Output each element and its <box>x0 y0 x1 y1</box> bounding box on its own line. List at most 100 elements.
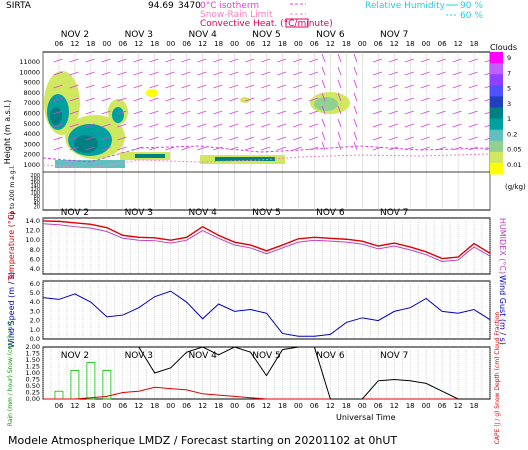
wind-arrow <box>277 123 287 128</box>
wind-arrow <box>436 136 446 141</box>
wind-arrow <box>117 84 127 89</box>
wind-arrow <box>261 136 271 141</box>
wind-arrow <box>308 123 319 128</box>
hour-tick-label: 00 <box>102 40 111 48</box>
hour-tick-label: 18 <box>150 402 159 410</box>
cloud-blob-f <box>240 97 250 103</box>
hour-tick-label: 00 <box>230 402 239 410</box>
wind-arrow <box>229 136 239 141</box>
day-label: NOV 3 <box>125 208 153 218</box>
hour-tick-label: 18 <box>278 402 287 410</box>
wind-arrow <box>353 131 358 141</box>
wind-arrows <box>53 53 494 151</box>
wind-arrow <box>436 146 446 151</box>
hour-tick-label: 06 <box>374 402 383 410</box>
cloud-blob-e-core <box>314 97 338 111</box>
day-label: NOV 7 <box>380 30 408 40</box>
hour-tick-label: 06 <box>118 402 127 410</box>
wind-arrow <box>468 123 478 128</box>
precip-series <box>43 346 490 400</box>
wind-arrow <box>468 97 478 102</box>
wind-arrow <box>229 58 239 63</box>
wind-arrow <box>165 110 175 115</box>
colorbar-label: 0.05 <box>507 146 521 154</box>
wind-arrow <box>245 71 255 76</box>
height-tick-label: 3000 <box>23 140 40 148</box>
colorbar-label: 7 <box>507 69 511 77</box>
hour-tick-label: 12 <box>326 40 335 48</box>
wind-arrow <box>321 66 326 76</box>
cloud-colorbar: 9 7 5 3 1 0.2 0.05 0.01 <box>490 52 521 175</box>
hour-tick-label: 06 <box>310 402 319 410</box>
wind-arrow <box>117 110 127 115</box>
y-tick-label: 1.50 <box>26 356 40 364</box>
height-ticks: 11000 10000 9000 8000 7000 6000 5000 4000 3000 20… <box>19 58 40 211</box>
wind-arrow <box>181 58 191 63</box>
wind-arrow <box>245 58 255 63</box>
wind-arrow <box>197 123 207 128</box>
cloud-legend: Clouds 9 7 5 3 1 0.2 0.05 0.01 (g/kg) <box>490 43 526 191</box>
height-tick-label: 8000 <box>23 89 40 97</box>
day-label: NOV 4 <box>188 30 217 40</box>
wind-arrow <box>149 58 159 63</box>
wind-arrow <box>101 110 111 115</box>
wind-arrow <box>165 71 175 76</box>
wind-arrow <box>53 123 63 128</box>
colorbar-swatch <box>490 118 503 131</box>
wind-arrow <box>420 84 430 89</box>
wind-arrow <box>321 92 326 102</box>
cloud-band-c <box>55 160 125 168</box>
wind-arrow <box>388 146 399 151</box>
hour-tick-label: 00 <box>422 40 431 48</box>
wind-arrow <box>181 123 191 128</box>
y-tick-label: 10.0 <box>26 236 40 244</box>
wind-arrow <box>308 146 319 151</box>
colorbar-swatch <box>490 52 503 64</box>
wind-arrow <box>213 123 223 128</box>
wind-arrow <box>404 110 414 115</box>
series-line-wind-speed <box>42 290 491 337</box>
day-label: NOV 5 <box>252 30 280 40</box>
wind-arrow <box>292 84 303 89</box>
wind-arrow <box>229 146 239 151</box>
wind-arrow <box>321 53 326 63</box>
wind-arrow <box>372 123 383 128</box>
colorbar-swatch <box>490 107 503 120</box>
wind-arrow <box>53 71 63 76</box>
wind-arrow <box>372 97 383 102</box>
wind-arrow <box>213 136 223 141</box>
wind-arrow <box>308 58 319 63</box>
station-name: SIRTA <box>6 1 32 11</box>
wind-ylabel: Wind Speed (m / s) <box>7 272 16 348</box>
wind-arrow <box>53 97 63 102</box>
hour-tick-label: 06 <box>310 40 319 48</box>
y-tick-label: 0.00 <box>26 395 40 403</box>
wind-arrow <box>321 131 326 141</box>
wind-arrow <box>292 58 303 63</box>
hour-tick-label: 06 <box>118 40 127 48</box>
hour-tick-label: 06 <box>55 402 64 410</box>
wind-arrow <box>388 58 399 63</box>
humidex-label: HUMIDEX (°C) <box>498 218 507 274</box>
hour-tick-label: 18 <box>214 402 223 410</box>
legend-convective-swatch <box>285 18 309 28</box>
wind-arrow <box>353 118 358 128</box>
wind-arrow <box>197 84 207 89</box>
hour-tick-label: 18 <box>86 402 95 410</box>
wind-arrow <box>117 123 127 128</box>
y-tick-label: 4.0 <box>30 265 40 273</box>
cloud-panel: 11000 10000 9000 8000 7000 6000 5000 4000 3000 20… <box>3 51 494 219</box>
wind-arrow <box>229 84 239 89</box>
wind-arrow <box>372 71 383 76</box>
hour-tick-label: 18 <box>470 402 479 410</box>
y-tick-label: 1.0 <box>30 326 40 334</box>
wind-arrow <box>197 71 207 76</box>
wind-arrow <box>101 136 111 141</box>
series-line-temperature <box>42 220 491 260</box>
wind-arrow <box>85 84 95 89</box>
wind-arrow <box>337 141 342 151</box>
colorbar-label: 0.2 <box>507 130 517 138</box>
rh-90-label: 90 % <box>460 1 483 11</box>
height-tick-label: 6000 <box>23 110 40 118</box>
wind-arrow <box>213 110 223 115</box>
